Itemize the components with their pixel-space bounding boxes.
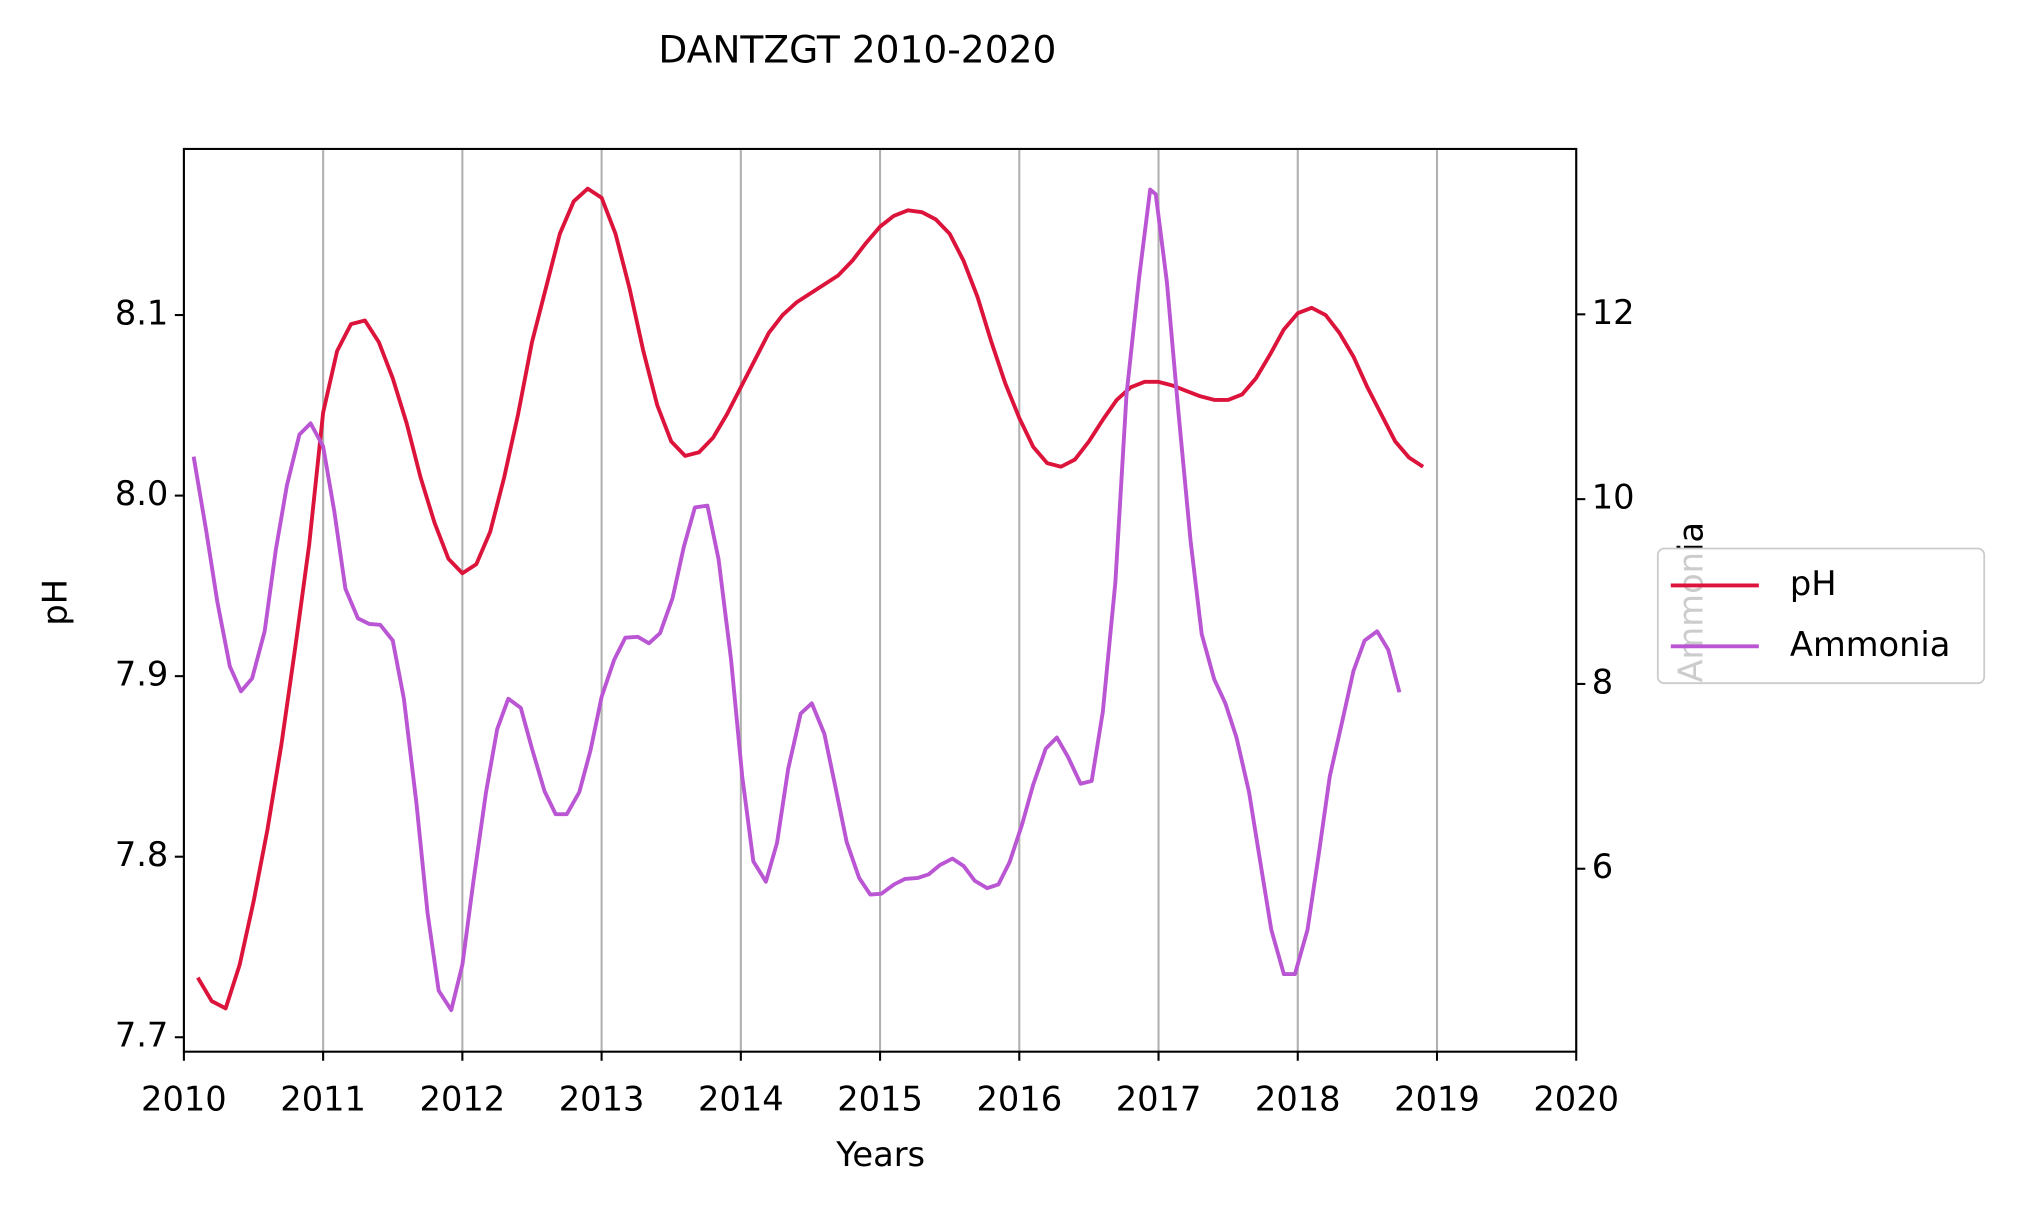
x-tick-label: 2017 <box>1116 1079 1202 1118</box>
x-tick-label: 2015 <box>837 1079 923 1118</box>
legend: pH Ammonia <box>1656 547 1986 685</box>
y-axis-label: pH <box>35 579 74 626</box>
ticks: 2010 2011 2012 2013 2014 2015 2016 2017 2018 2019… <box>115 293 1635 1119</box>
y2-tick-label: 6 <box>1592 847 1613 886</box>
legend-label: Ammonia <box>1790 625 1951 664</box>
x-tick-label: 2010 <box>141 1079 227 1118</box>
x-tick-label: 2013 <box>559 1079 645 1118</box>
legend-box <box>1656 547 1986 685</box>
x-tick-label: 2019 <box>1394 1079 1480 1118</box>
y-tick-label: 7.9 <box>115 655 169 694</box>
y-tick-label: 7.7 <box>115 1016 169 1055</box>
y2-tick-label: 12 <box>1592 293 1635 332</box>
legend-label: pH <box>1790 564 1837 603</box>
series-line <box>196 186 1425 1011</box>
y-tick-label: 7.8 <box>115 835 169 874</box>
x-axis-label: Years <box>835 1135 925 1174</box>
x-tick-label: 2014 <box>698 1079 784 1118</box>
x-tick-label: 2016 <box>976 1079 1062 1118</box>
x-tick-label: 2012 <box>420 1079 506 1118</box>
x-tick-label: 2018 <box>1255 1079 1341 1118</box>
x-tick-label: 2011 <box>280 1079 366 1118</box>
chart-title: DANTZGT 2010-2020 <box>658 27 1056 71</box>
y-tick-label: 8.1 <box>115 294 169 333</box>
y-tick-label: 8.0 <box>115 474 169 513</box>
plot-area <box>191 186 1425 1013</box>
series-line <box>191 187 1402 1013</box>
y2-tick-label: 8 <box>1592 662 1613 701</box>
y2-tick-label: 10 <box>1592 478 1635 517</box>
x-tick-label: 2020 <box>1533 1079 1619 1118</box>
grid <box>182 148 1578 1052</box>
